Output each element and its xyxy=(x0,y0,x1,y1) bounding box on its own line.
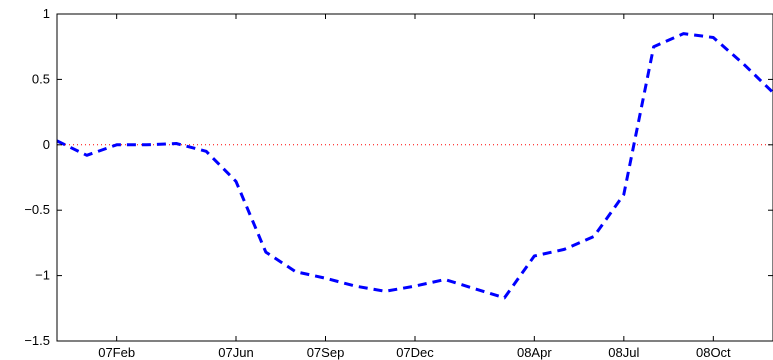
y-tick-label: 0.5 xyxy=(32,71,50,86)
y-tick-label: −1.5 xyxy=(24,333,50,348)
x-tick-label: 08Jul xyxy=(608,345,639,360)
axis-layer: 1 0.5 0 −0.5 −1 −1.5 07Feb 07Jun 07Sep 07Dec 08Apr… xyxy=(24,6,773,360)
y-tick-label: −0.5 xyxy=(24,202,50,217)
x-tick-label: 07Sep xyxy=(307,345,345,360)
x-tick-label: 08Apr xyxy=(517,345,552,360)
x-tick-label: 07Feb xyxy=(98,345,135,360)
y-tick-label: −1 xyxy=(35,268,50,283)
x-tick-label: 07Dec xyxy=(396,345,434,360)
y-tick-label: 0 xyxy=(43,137,50,152)
series-layer xyxy=(56,32,773,300)
x-tick-label: 07Jun xyxy=(218,345,253,360)
plot-area-frame xyxy=(56,13,773,342)
y-tick-label: 1 xyxy=(43,6,50,21)
series-line xyxy=(56,32,773,300)
x-tick-label: 08Oct xyxy=(696,345,731,360)
